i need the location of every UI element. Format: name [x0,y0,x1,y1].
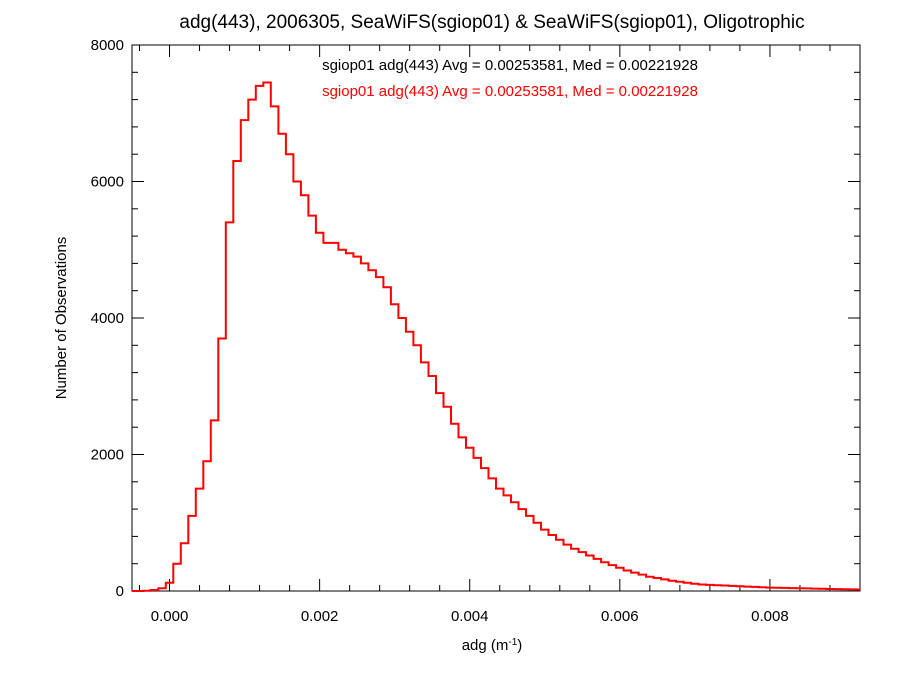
x-tick-label: 0.008 [751,608,789,625]
y-tick-label: 8000 [91,37,124,54]
x-axis-label: adg (m-1) [462,637,523,655]
y-tick-label: 2000 [91,447,124,464]
y-tick-label: 4000 [91,310,124,327]
series-histogram-line [132,81,860,592]
y-axis-label: Number of Observations [53,237,70,400]
x-tick-label: 0.000 [151,608,189,625]
chart-title: adg(443), 2006305, SeaWiFS(sgiop01) & Se… [179,12,804,33]
axis-ticks [132,44,861,592]
tick-labels: 0.000 0.002 0.004 0.006 0.008 0 2000 4000 6000 80… [91,37,789,625]
y-tick-label: 0 [116,583,124,600]
x-tick-label: 0.002 [301,608,339,625]
annotation-red: sgiop01 adg(443) Avg = 0.00253581, Med =… [322,83,698,100]
x-tick-label: 0.004 [451,608,489,625]
x-tick-label: 0.006 [601,608,639,625]
annotation-black: sgiop01 adg(443) Avg = 0.00253581, Med =… [322,57,698,74]
y-tick-label: 6000 [91,174,124,191]
